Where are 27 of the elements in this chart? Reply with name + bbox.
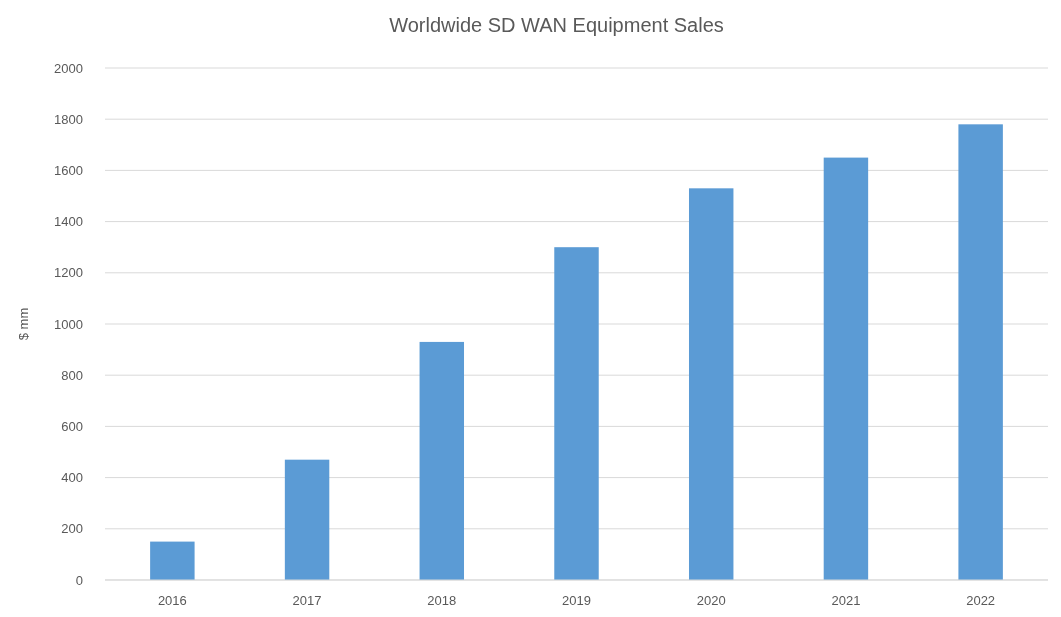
y-tick-label: 400 bbox=[61, 470, 83, 486]
chart-title: Worldwide SD WAN Equipment Sales bbox=[389, 14, 724, 36]
x-tick-label: 2016 bbox=[157, 593, 187, 608]
y-tick-label: 1600 bbox=[54, 162, 83, 178]
y-axis-title: $ mm bbox=[16, 307, 31, 341]
bar bbox=[150, 541, 195, 580]
bar bbox=[284, 459, 330, 580]
bar bbox=[958, 124, 1003, 580]
y-tick-label: 1400 bbox=[54, 214, 83, 230]
y-tick-label: 600 bbox=[61, 418, 83, 434]
y-tick-label: 800 bbox=[61, 367, 83, 383]
x-tick-label: 2020 bbox=[696, 593, 726, 608]
y-tick-label: 1200 bbox=[54, 265, 83, 281]
y-tick-label: 0 bbox=[75, 572, 83, 588]
bar bbox=[688, 188, 734, 580]
y-tick-label: 1800 bbox=[54, 111, 83, 127]
bar bbox=[419, 341, 465, 580]
x-tick-label: 2022 bbox=[966, 593, 996, 608]
x-tick-label: 2021 bbox=[831, 593, 861, 608]
y-tick-label: 200 bbox=[61, 521, 83, 537]
x-tick-label: 2019 bbox=[562, 593, 591, 608]
bar bbox=[554, 247, 599, 580]
y-tick-label: 1000 bbox=[54, 316, 83, 332]
x-tick-label: 2018 bbox=[427, 593, 457, 608]
x-tick-label: 2017 bbox=[292, 593, 322, 608]
y-tick-label: 2000 bbox=[54, 60, 83, 76]
bar bbox=[823, 157, 869, 580]
